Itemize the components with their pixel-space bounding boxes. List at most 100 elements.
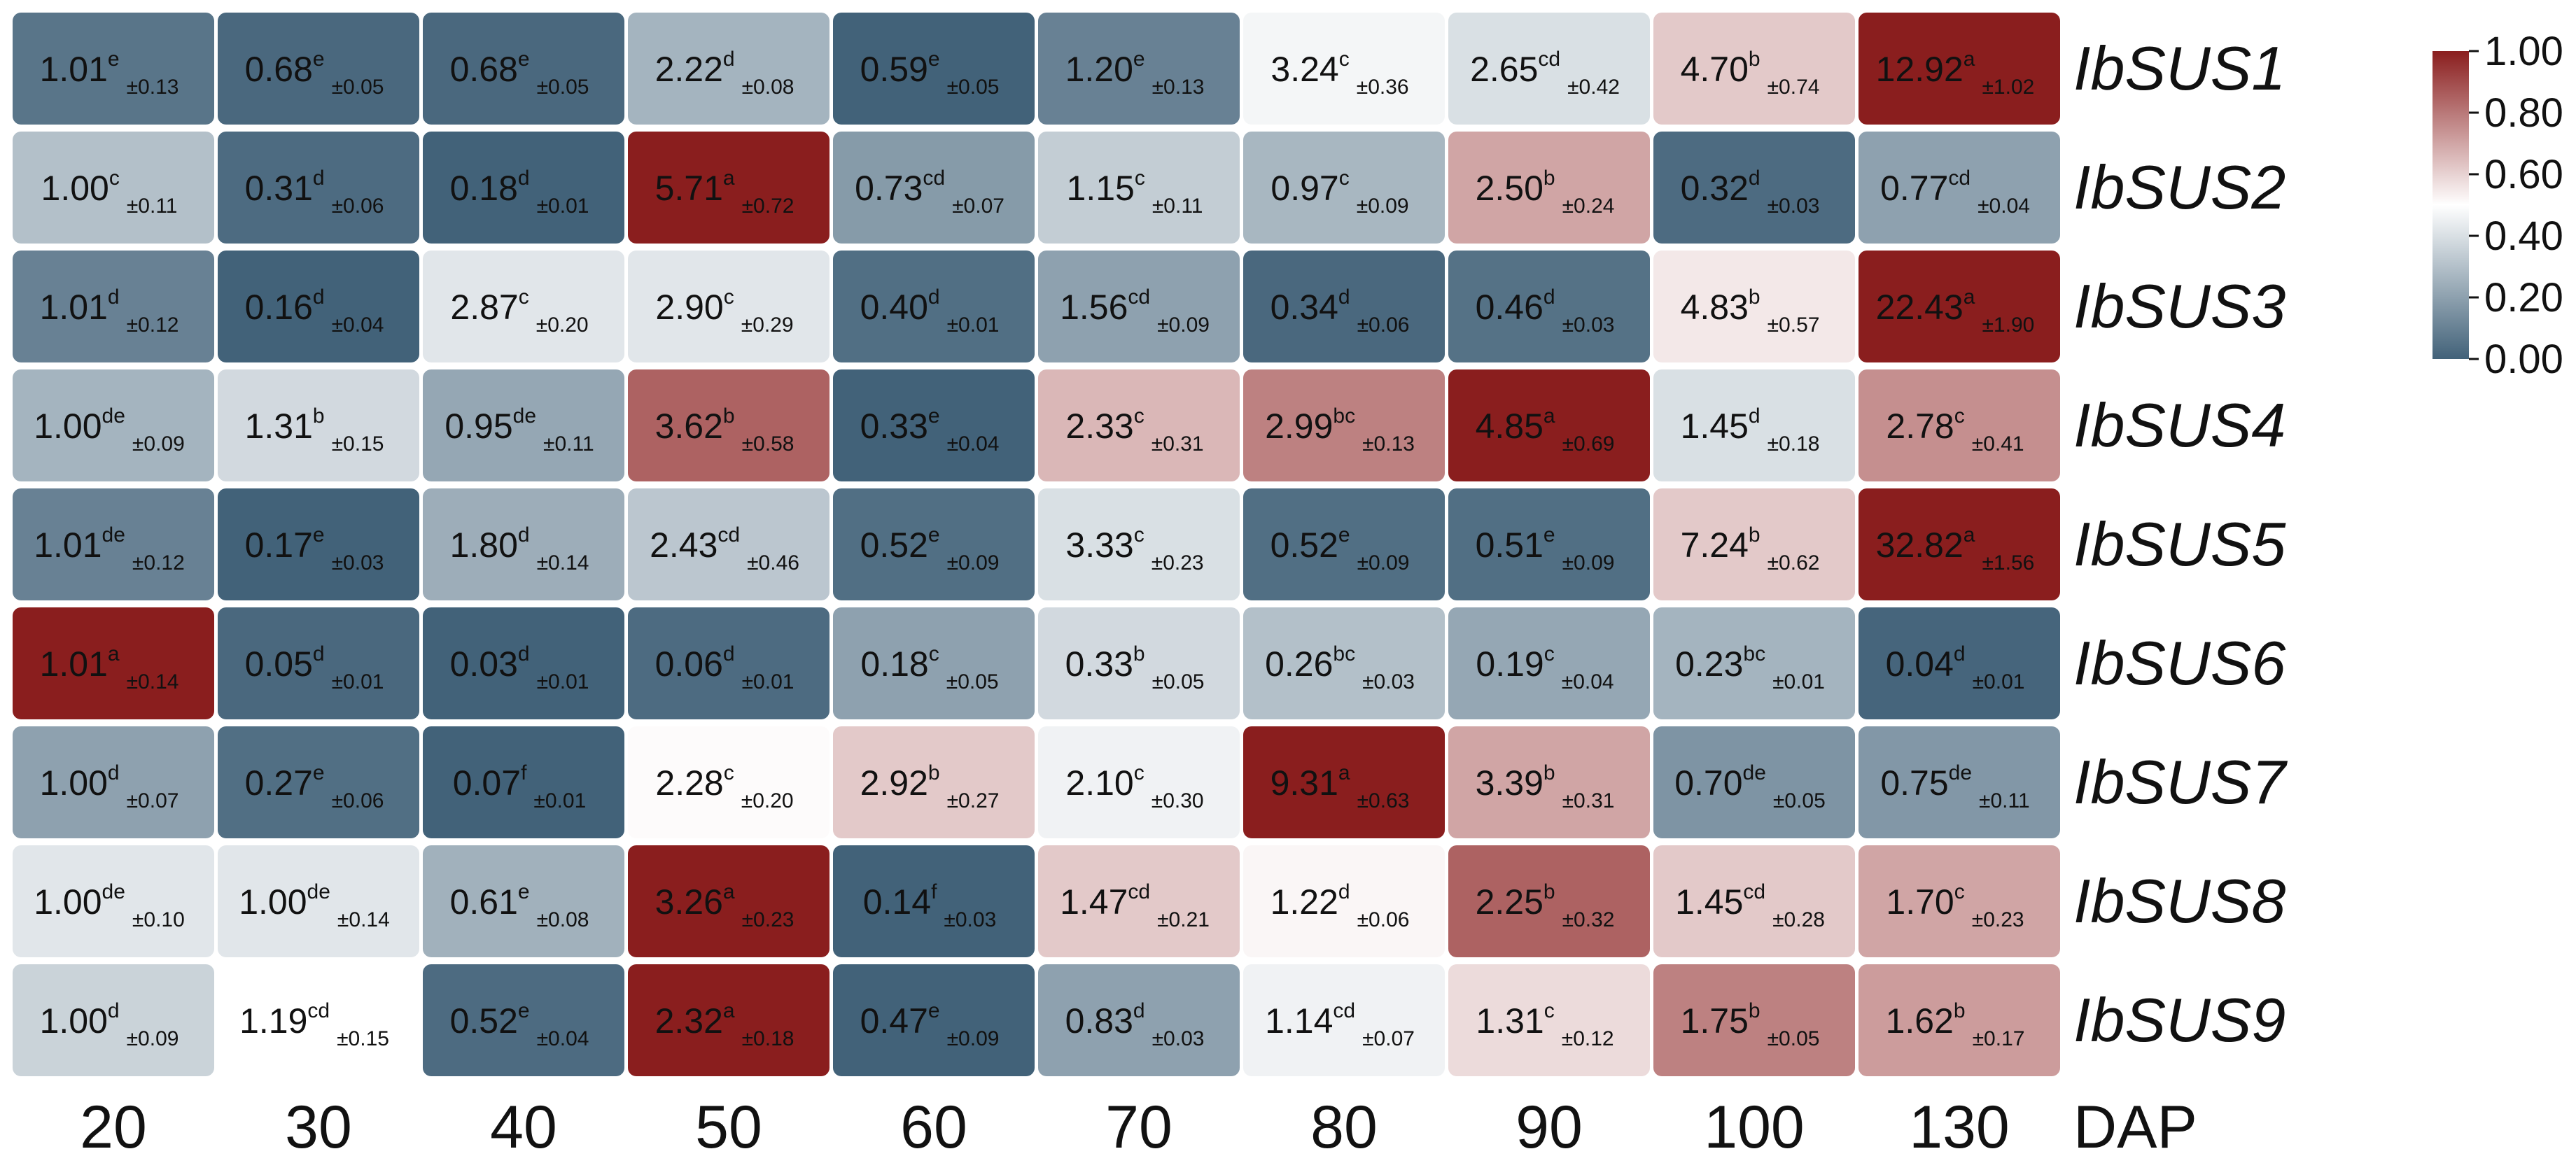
heatmap-cell: 1.75b ±0.05 xyxy=(1653,964,1855,1076)
cell-value: 1.56 xyxy=(1060,288,1128,327)
cell-background xyxy=(1448,726,1650,838)
colorbar: 1.00 0.80 0.60 0.40 0.20 0.00 xyxy=(2432,29,2563,382)
cell-significance: c xyxy=(1544,642,1555,665)
cell-value: 1.75 xyxy=(1681,1001,1749,1041)
cell-background xyxy=(13,132,214,244)
colorbar-tick-label: 0.80 xyxy=(2484,90,2563,136)
cell-label: 4.70b ±0.74 xyxy=(1681,48,1820,99)
cell-value: 0.23 xyxy=(1675,644,1743,684)
cell-label: 0.77cd ±0.04 xyxy=(1880,167,2030,218)
cell-value: 3.33 xyxy=(1065,526,1133,565)
cell-background xyxy=(628,13,830,125)
cell-sd: ±0.01 xyxy=(742,670,794,693)
cell-sd: ±0.17 xyxy=(1973,1027,2025,1050)
cell-value: 0.52 xyxy=(450,1001,518,1041)
heatmap-cell: 1.19cd ±0.15 xyxy=(218,964,419,1076)
cell-significance: de xyxy=(1743,761,1766,784)
cell-significance: d xyxy=(313,642,325,665)
cell-label: 0.14f ±0.03 xyxy=(863,880,997,931)
cell-significance: a xyxy=(723,999,735,1022)
cell-background xyxy=(218,132,419,244)
cell-label: 0.52e ±0.09 xyxy=(1270,523,1410,575)
cell-background xyxy=(1653,964,1855,1076)
dap-tick-label: 20 xyxy=(80,1094,147,1161)
cell-significance: a xyxy=(1963,286,1975,309)
dap-tick-label: 30 xyxy=(285,1094,352,1161)
cell-background xyxy=(833,251,1035,362)
cell-background xyxy=(1653,132,1855,244)
cell-value: 0.47 xyxy=(860,1001,928,1041)
cell-background xyxy=(423,369,624,481)
cell-value: 0.32 xyxy=(1681,169,1749,208)
cell-label: 0.17e ±0.03 xyxy=(245,523,384,575)
heatmap-cell: 0.26bc ±0.03 xyxy=(1243,607,1445,719)
cell-sd: ±0.12 xyxy=(1562,1027,1614,1050)
cell-sd: ±0.20 xyxy=(741,789,794,812)
cell-sd: ±0.28 xyxy=(1772,908,1825,931)
cell-value: 0.68 xyxy=(450,50,518,89)
cell-significance: c xyxy=(1544,999,1555,1022)
heatmap-cell: 2.22d ±0.08 xyxy=(628,13,830,125)
cell-label: 1.01de ±0.12 xyxy=(34,523,185,575)
cell-value: 1.19 xyxy=(239,1001,307,1041)
gene-label: IbSUS8 xyxy=(2073,866,2286,936)
cell-value: 5.71 xyxy=(655,169,723,208)
cell-background xyxy=(1448,845,1650,957)
cell-value: 2.65 xyxy=(1470,50,1538,89)
cell-value: 2.25 xyxy=(1476,882,1544,922)
cell-significance: cd xyxy=(718,523,740,547)
heatmap-cell: 2.78c ±0.41 xyxy=(1858,369,2060,481)
cell-significance: b xyxy=(1749,286,1760,309)
heatmap-cell: 1.47cd ±0.21 xyxy=(1038,845,1240,957)
cell-label: 1.62b ±0.17 xyxy=(1886,999,2025,1050)
cell-sd: ±0.15 xyxy=(337,1027,389,1050)
heatmap-cell: 1.00de ±0.10 xyxy=(13,845,214,957)
cell-significance: e xyxy=(518,880,530,903)
cell-sd: ±0.07 xyxy=(1362,1027,1415,1050)
cell-sd: ±0.03 xyxy=(1562,313,1615,337)
cell-sd: ±0.11 xyxy=(1152,195,1203,218)
cell-sd: ±0.09 xyxy=(1562,551,1615,575)
heatmap-cell: 0.52e ±0.09 xyxy=(833,488,1035,600)
heatmap-cell: 0.95de ±0.11 xyxy=(423,369,624,481)
cell-value: 0.52 xyxy=(860,526,928,565)
cell-label: 1.00de ±0.14 xyxy=(239,880,390,931)
cell-sd: ±0.46 xyxy=(747,551,799,575)
cell-label: 0.75de ±0.11 xyxy=(1880,761,2029,812)
dap-tick-label: 130 xyxy=(1909,1094,2010,1161)
cell-sd: ±0.69 xyxy=(1562,432,1615,456)
cell-sd: ±0.01 xyxy=(537,670,589,693)
cell-background xyxy=(1038,13,1240,125)
heatmap-cell: 1.56cd ±0.09 xyxy=(1038,251,1240,362)
gene-label: IbSUS6 xyxy=(2073,628,2286,698)
cell-background xyxy=(1858,13,2060,125)
cell-significance: e xyxy=(928,404,940,428)
cell-label: 1.45cd ±0.28 xyxy=(1675,880,1825,931)
cell-label: 2.78c ±0.41 xyxy=(1886,404,2024,456)
cell-significance: b xyxy=(1544,761,1555,784)
cell-significance: b xyxy=(928,761,940,784)
cell-label: 2.28c ±0.20 xyxy=(655,761,793,812)
cell-label: 0.46d ±0.03 xyxy=(1476,286,1615,337)
cell-background xyxy=(1448,607,1650,719)
colorbar-tick-label: 0.40 xyxy=(2484,213,2563,259)
cell-sd: ±0.12 xyxy=(127,313,179,337)
cell-value: 12.92 xyxy=(1876,50,1963,89)
cell-background xyxy=(1448,13,1650,125)
cell-sd: ±0.01 xyxy=(332,670,384,693)
cell-background xyxy=(1243,607,1445,719)
cell-background xyxy=(833,369,1035,481)
heatmap-cell: 1.00c ±0.11 xyxy=(13,132,214,244)
cell-background xyxy=(423,726,624,838)
cell-sd: ±0.01 xyxy=(533,789,586,812)
cell-background xyxy=(13,488,214,600)
cell-background xyxy=(218,13,419,125)
cell-label: 2.22d ±0.08 xyxy=(655,48,794,99)
cell-significance: e xyxy=(928,999,940,1022)
cell-background xyxy=(1653,607,1855,719)
cell-sd: ±0.31 xyxy=(1562,789,1615,812)
heatmap-cell: 1.45d ±0.18 xyxy=(1653,369,1855,481)
cell-label: 0.26bc ±0.03 xyxy=(1265,642,1415,693)
cell-value: 0.19 xyxy=(1476,644,1544,684)
cell-value: 0.46 xyxy=(1476,288,1544,327)
